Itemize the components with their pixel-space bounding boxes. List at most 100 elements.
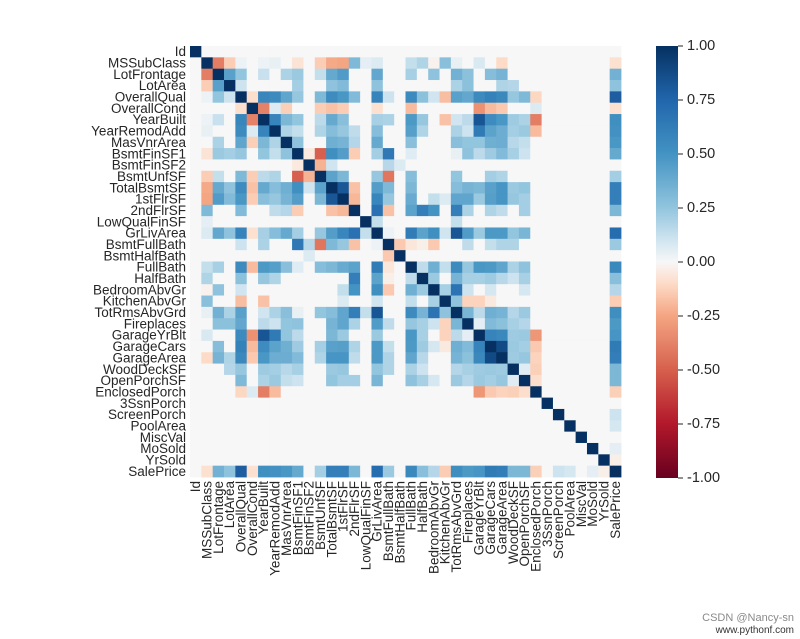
heatmap-cell — [348, 114, 361, 126]
heatmap-cell — [326, 261, 338, 274]
heatmap-cell — [201, 68, 214, 81]
heatmap-cell — [598, 148, 611, 160]
heatmap-cell — [201, 284, 214, 296]
heatmap-cell — [292, 431, 304, 444]
heatmap-cell — [190, 80, 202, 92]
heatmap-cell — [258, 318, 270, 330]
heatmap-cell — [258, 159, 270, 172]
heatmap-cell — [224, 442, 236, 455]
heatmap-cell — [564, 238, 577, 251]
heatmap-cell — [201, 238, 214, 251]
heatmap-cell — [428, 442, 440, 455]
colorbar-tick-label: 0.50 — [687, 146, 715, 162]
heatmap-cell — [609, 284, 622, 296]
heatmap-cell — [496, 125, 508, 138]
heatmap-cell — [246, 284, 259, 296]
heatmap-cell — [416, 136, 429, 149]
heatmap-cell — [575, 193, 588, 206]
heatmap-cell — [484, 306, 497, 319]
heatmap-cell — [530, 272, 542, 285]
heatmap-cell — [450, 363, 463, 376]
heatmap-cell — [405, 431, 418, 444]
heatmap-cell — [292, 125, 304, 138]
heatmap-cell — [609, 261, 622, 274]
heatmap-cell — [326, 408, 338, 421]
heatmap-cell — [314, 397, 327, 410]
heatmap-cell — [292, 408, 304, 421]
heatmap-cell — [360, 136, 372, 149]
heatmap-cell — [348, 159, 361, 172]
heatmap-cell — [394, 272, 406, 285]
heatmap-cell — [360, 114, 372, 126]
heatmap-cell — [280, 114, 293, 126]
heatmap-cell — [394, 250, 406, 262]
heatmap-cell — [303, 261, 316, 274]
heatmap-cell — [360, 227, 372, 240]
heatmap-cell — [530, 295, 542, 308]
heatmap-cell — [201, 91, 214, 104]
y-tick-label: BedroomAbvGr — [93, 282, 187, 297]
heatmap-cell — [428, 57, 440, 70]
heatmap-cell — [575, 431, 588, 444]
heatmap-cell — [201, 261, 214, 274]
heatmap-cell — [360, 329, 372, 342]
heatmap-cell — [235, 148, 248, 160]
heatmap-cell — [371, 238, 384, 251]
heatmap-cell — [303, 216, 316, 228]
heatmap-cell — [360, 102, 372, 115]
y-tick-label: 1stFlrSF — [135, 192, 186, 207]
heatmap-cell — [586, 318, 599, 330]
heatmap-cell — [496, 329, 508, 342]
heatmap-cell — [292, 182, 304, 194]
heatmap-cell — [609, 125, 622, 138]
heatmap-cell — [382, 408, 395, 421]
heatmap-cell — [518, 204, 531, 217]
y-tick-label: MSSubClass — [108, 56, 186, 71]
heatmap-cell — [439, 374, 452, 387]
heatmap-cell — [473, 318, 486, 330]
heatmap-cell — [337, 306, 350, 319]
heatmap-cell — [507, 454, 520, 467]
heatmap-cell — [348, 442, 361, 455]
heatmap-cell — [337, 46, 350, 58]
heatmap-cell — [190, 352, 202, 364]
heatmap-cell — [484, 261, 497, 274]
heatmap-cell — [462, 272, 474, 285]
heatmap-cell — [190, 318, 202, 330]
heatmap-cell — [552, 125, 565, 138]
heatmap-cell — [484, 465, 497, 478]
heatmap-cell — [428, 250, 440, 262]
heatmap-cell — [598, 136, 611, 149]
heatmap-cell — [428, 465, 440, 478]
heatmap-cell — [462, 261, 474, 274]
heatmap-cell — [348, 204, 361, 217]
heatmap-cell — [224, 125, 236, 138]
heatmap-cell — [212, 454, 225, 467]
heatmap-cell — [564, 102, 577, 115]
heatmap-cell — [530, 363, 542, 376]
heatmap-cell — [280, 250, 293, 262]
heatmap-cell — [484, 420, 497, 433]
heatmap-cell — [360, 284, 372, 296]
heatmap-cell — [484, 408, 497, 421]
heatmap-cell — [473, 170, 486, 183]
heatmap-cell — [586, 216, 599, 228]
heatmap-cell — [280, 442, 293, 455]
heatmap-cell — [269, 386, 282, 398]
heatmap-cell — [462, 80, 474, 92]
heatmap-cell — [292, 272, 304, 285]
x-tick-label: GarageYrBlt — [472, 481, 487, 556]
heatmap-cell — [201, 80, 214, 92]
heatmap-cell — [258, 91, 270, 104]
heatmap-cell — [394, 227, 406, 240]
heatmap-cell — [541, 114, 554, 126]
heatmap-cell — [518, 408, 531, 421]
heatmap-cell — [450, 216, 463, 228]
heatmap-cell — [292, 465, 304, 478]
heatmap-cell — [246, 397, 259, 410]
heatmap-cell — [552, 46, 565, 58]
x-tick-label: YrSold — [596, 481, 611, 522]
heatmap-cell — [496, 465, 508, 478]
heatmap-cell — [190, 284, 202, 296]
